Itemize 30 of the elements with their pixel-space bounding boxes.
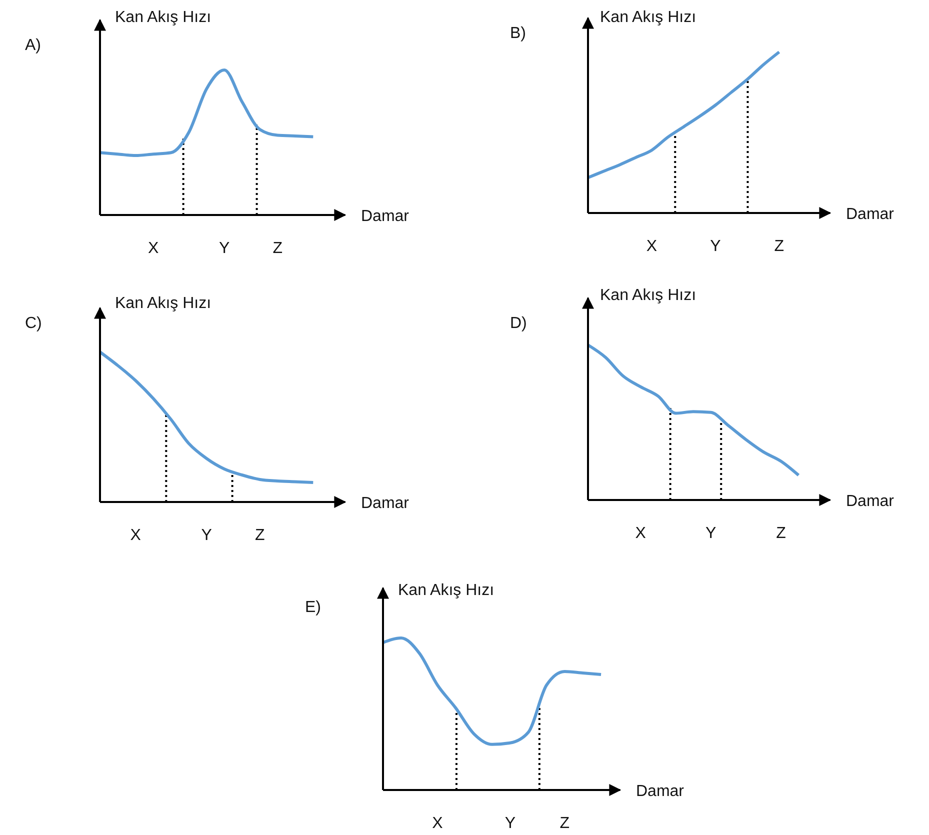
x-tick-label: X <box>148 240 159 257</box>
x-tick-label: X <box>130 527 142 544</box>
x-tick-label: Y <box>219 240 230 257</box>
chart-title: C) <box>25 315 42 332</box>
x-tick-label: Z <box>776 525 786 542</box>
x-tick-label: Y <box>201 527 212 544</box>
x-axis-title: Damar <box>361 208 410 225</box>
x-tick-label: Y <box>504 815 516 832</box>
chart-title: D) <box>510 315 527 332</box>
y-axis-title: Kan Akış Hızı <box>115 9 212 26</box>
x-tick-label: X <box>432 815 444 832</box>
x-tick-label: Z <box>560 815 570 832</box>
x-tick-label: X <box>646 238 658 255</box>
y-axis-title: Kan Akış Hızı <box>600 287 696 304</box>
x-axis-title: Damar <box>361 495 410 512</box>
chart-title: B) <box>510 25 526 42</box>
x-tick-label: Y <box>710 238 722 255</box>
x-axis-title: Damar <box>636 783 685 800</box>
x-axis-title: Damar <box>846 206 895 223</box>
x-tick-label: Z <box>774 238 784 255</box>
x-axis-title: Damar <box>846 493 895 510</box>
chart-title: A) <box>25 37 41 54</box>
y-axis-title: Kan Akış Hızı <box>398 582 494 599</box>
x-tick-label: Y <box>705 525 716 542</box>
x-tick-label: Z <box>254 527 265 544</box>
y-axis-title: Kan Akış Hızı <box>115 295 212 312</box>
chart-title: E) <box>305 599 321 616</box>
x-tick-label: X <box>635 525 646 542</box>
x-tick-label: Z <box>272 240 283 257</box>
y-axis-title: Kan Akış Hızı <box>600 9 696 26</box>
